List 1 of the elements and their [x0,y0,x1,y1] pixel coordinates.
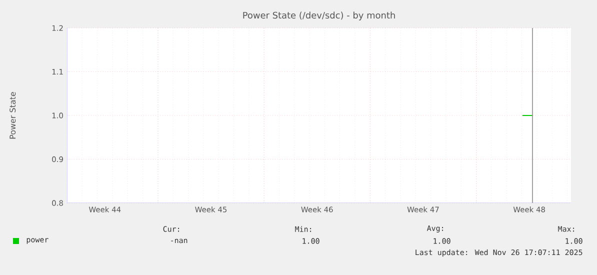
chart-title: Power State (/dev/sdc) - by month [243,12,395,20]
